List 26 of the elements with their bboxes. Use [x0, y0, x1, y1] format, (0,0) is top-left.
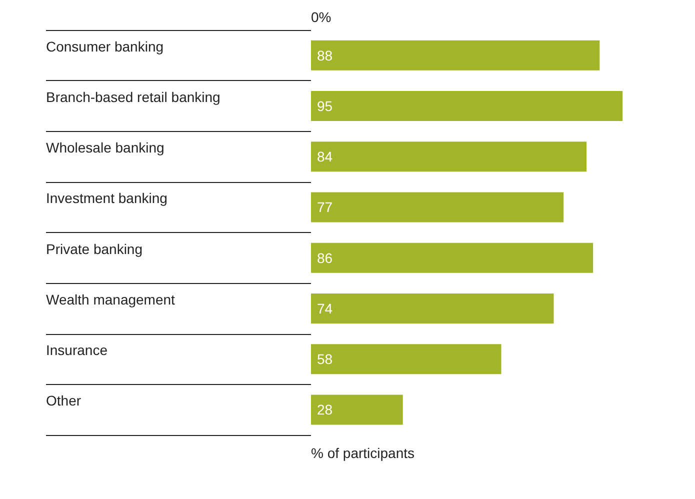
data-label: 28 [317, 402, 333, 418]
data-label: 77 [317, 199, 333, 216]
y-tick-label: Investment banking [46, 190, 168, 206]
y-tick-label: Private banking [46, 240, 143, 257]
y-tick-label: Insurance [46, 342, 108, 358]
data-label: 88 [317, 47, 333, 64]
x-axis-title: % of participants [311, 445, 414, 461]
data-label: 95 [317, 98, 333, 114]
y-tick-label: Branch-based retail banking [46, 88, 220, 105]
y-tick-label: Wholesale banking [46, 140, 164, 156]
bar [311, 242, 594, 273]
bar [311, 142, 587, 172]
y-tick-label: Other [46, 392, 82, 409]
bar [311, 344, 502, 374]
annotation: 0% [311, 9, 332, 25]
y-tick-label: Wealth management [46, 291, 176, 308]
data-label: 86 [317, 250, 333, 266]
data-label: 84 [317, 148, 333, 165]
data-label: 58 [317, 351, 333, 368]
bar [311, 192, 564, 222]
y-tick-label: Consumer banking [46, 38, 164, 54]
bar [311, 394, 403, 425]
bar [311, 293, 554, 324]
bar [311, 90, 623, 121]
bar [311, 40, 600, 70]
data-label: 74 [317, 300, 333, 316]
